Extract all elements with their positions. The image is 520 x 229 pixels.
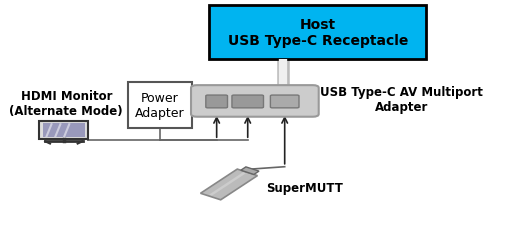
FancyBboxPatch shape bbox=[232, 96, 264, 108]
Text: HDMI Monitor
(Alternate Mode): HDMI Monitor (Alternate Mode) bbox=[9, 90, 123, 118]
Text: SuperMUTT: SuperMUTT bbox=[266, 182, 343, 194]
Text: USB Type-C AV Multiport
Adapter: USB Type-C AV Multiport Adapter bbox=[320, 85, 483, 113]
Polygon shape bbox=[241, 167, 259, 175]
Polygon shape bbox=[209, 172, 246, 196]
Polygon shape bbox=[201, 169, 257, 200]
FancyBboxPatch shape bbox=[191, 86, 319, 117]
FancyBboxPatch shape bbox=[43, 123, 85, 138]
FancyBboxPatch shape bbox=[39, 121, 88, 139]
Text: Host
USB Type-C Receptacle: Host USB Type-C Receptacle bbox=[228, 18, 408, 48]
FancyBboxPatch shape bbox=[206, 96, 228, 108]
FancyBboxPatch shape bbox=[209, 6, 426, 60]
FancyBboxPatch shape bbox=[270, 96, 299, 108]
FancyBboxPatch shape bbox=[128, 83, 192, 128]
Text: Power
Adapter: Power Adapter bbox=[135, 92, 185, 119]
